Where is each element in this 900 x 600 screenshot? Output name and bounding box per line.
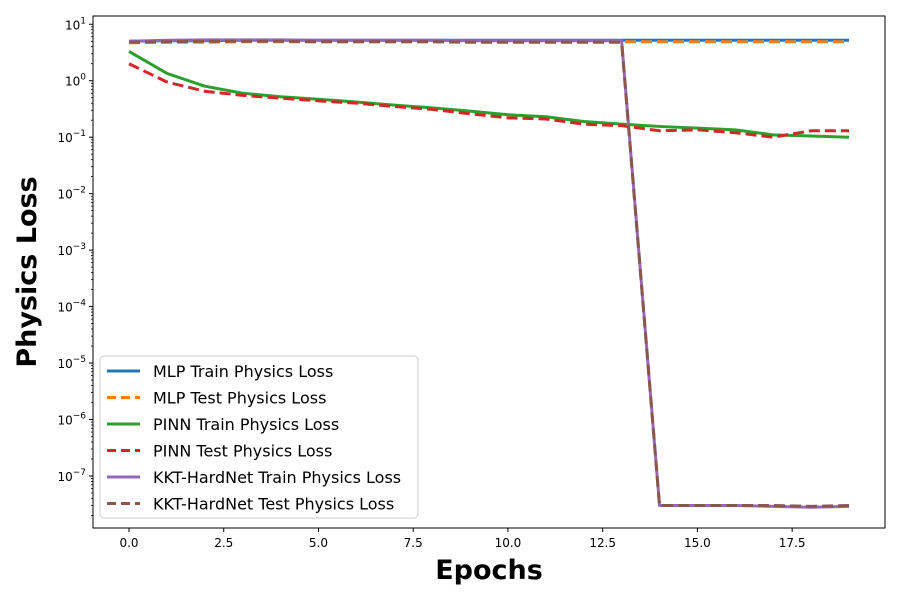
legend-label-pinn-train-physics-loss: PINN Train Physics Loss xyxy=(153,415,339,434)
y-tick-label: 101 xyxy=(65,16,86,32)
x-axis-title: Epochs xyxy=(435,555,543,586)
ticks-layer: 0.0 2.5 5.0 7.5 10.0 12.5 15.0 17.5 101 100 10−1 10… xyxy=(57,16,805,550)
x-tick-label: 17.5 xyxy=(779,536,806,550)
y-tick-label: 10−3 xyxy=(57,242,86,258)
legend: MLP Train Physics Loss MLP Test Physics L… xyxy=(99,355,419,519)
plot-frame xyxy=(92,15,886,529)
y-tick-label: 10−6 xyxy=(57,412,86,428)
y-tick-label: 10−1 xyxy=(57,129,86,145)
y-tick-label: 10−4 xyxy=(57,299,86,315)
y-tick-label: 10−2 xyxy=(57,186,86,202)
y-tick-label: 10−7 xyxy=(57,468,86,484)
x-tick-label: 2.5 xyxy=(214,536,233,550)
series-line-kkt-hardnet-test-physics-loss xyxy=(128,39,850,508)
legend-label-mlp-test-physics-loss: MLP Test Physics Loss xyxy=(153,389,326,408)
series-layer xyxy=(128,38,850,509)
x-tick-label: 7.5 xyxy=(404,536,423,550)
x-tick-label: 15.0 xyxy=(684,536,711,550)
y-tick-label: 10−5 xyxy=(57,355,86,371)
legend-label-mlp-train-physics-loss: MLP Train Physics Loss xyxy=(153,362,333,381)
legend-label-kkt-hardnet-test-physics-loss: KKT-HardNet Test Physics Loss xyxy=(153,495,394,514)
x-tick-label: 10.0 xyxy=(495,536,522,550)
legend-label-pinn-test-physics-loss: PINN Test Physics Loss xyxy=(153,442,332,461)
series-line-pinn-train-physics-loss xyxy=(128,50,850,139)
y-tick-label: 100 xyxy=(65,73,86,89)
legend-label-kkt-hardnet-train-physics-loss: KKT-HardNet Train Physics Loss xyxy=(153,468,401,487)
legend-box xyxy=(99,355,419,519)
x-tick-label: 0.0 xyxy=(119,536,138,550)
y-axis-title: Physics Loss xyxy=(12,176,43,367)
x-tick-label: 12.5 xyxy=(589,536,616,550)
x-tick-label: 5.0 xyxy=(309,536,328,550)
